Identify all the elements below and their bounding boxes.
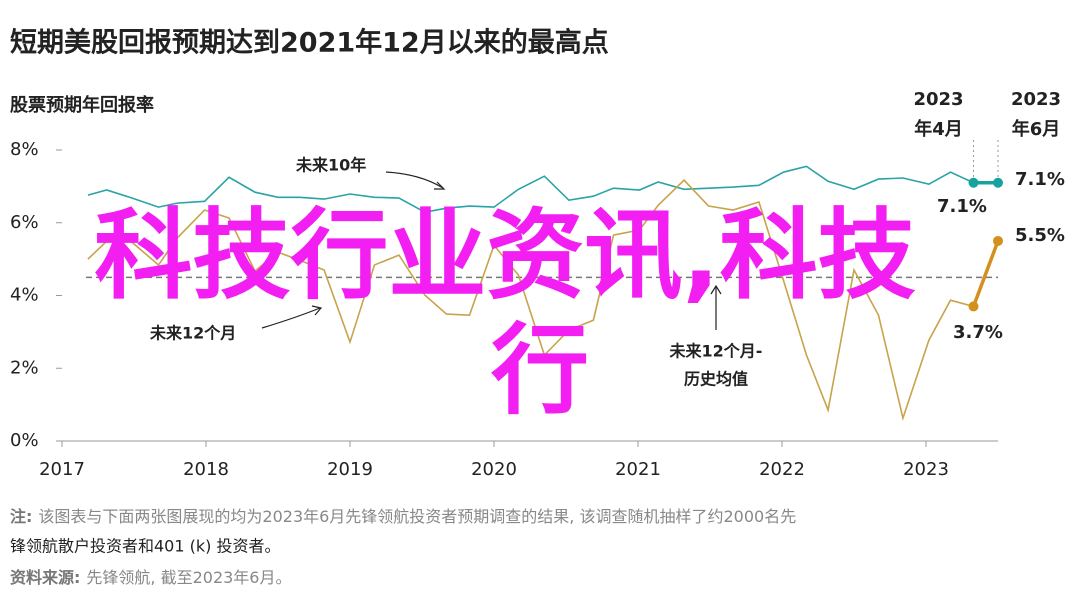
- reference-label: 历史均值: [684, 370, 748, 389]
- source-label: 资料来源:: [10, 568, 80, 587]
- end-label: 7.1%: [937, 196, 987, 217]
- note-label: 注:: [10, 507, 32, 526]
- date-marker-label: 年4月: [914, 118, 963, 140]
- notes: 注: 该图表与下面两张图展现的均为2023年6月先锋领航投资者预期调查的结果, 该…: [10, 507, 796, 587]
- x-tick-label: 2022: [759, 459, 805, 480]
- annotation-arrows: [261, 171, 722, 330]
- watermark-text: 科技行业资讯,科技: [94, 199, 915, 313]
- end-label: 3.7%: [953, 322, 1003, 343]
- chart-subtitle: 股票预期年回报率: [9, 94, 154, 116]
- note: 注: 该图表与下面两张图展现的均为2023年6月先锋领航投资者预期调查的结果, 该…: [10, 507, 796, 526]
- x-tick-label: 2018: [183, 459, 229, 480]
- arrow-head: [311, 305, 323, 316]
- watermark-text: 行: [491, 314, 589, 428]
- x-tick-label: 2019: [327, 459, 373, 480]
- point: [968, 177, 979, 188]
- arrow: [261, 307, 321, 329]
- reference-label: 未来12个月-: [669, 342, 763, 361]
- x-tick-label: 2017: [39, 459, 85, 480]
- highlight-segment: [971, 240, 1000, 308]
- series-line: [87, 165, 998, 214]
- note-text: 锋领航散户投资者和401 (k) 投资者。: [10, 537, 280, 556]
- point: [993, 177, 1003, 188]
- watermark: 科技行业资讯,科技行: [94, 199, 915, 428]
- note-text: 该图表与下面两张图展现的均为2023年6月先锋领航投资者预期调查的结果, 该调查…: [38, 507, 796, 526]
- arrow-head: [434, 181, 446, 190]
- y-tick-label: 2%: [10, 357, 39, 378]
- date-marker-label: 2023: [913, 89, 963, 110]
- series-label: 未来12个月: [149, 324, 236, 343]
- y-tick-label: 8%: [10, 139, 39, 160]
- y-tick-label: 4%: [10, 285, 39, 306]
- y-tick-label: 6%: [10, 212, 39, 233]
- x-tick-label: 2023: [903, 459, 949, 480]
- x-tick-label: 2021: [615, 459, 661, 480]
- date-marker-label: 年6月: [1012, 118, 1061, 140]
- x-tick-label: 2020: [471, 459, 517, 480]
- point: [993, 235, 1003, 246]
- date-marker-label: 2023: [1011, 89, 1061, 110]
- source-text: 先锋领航, 截至2023年6月。: [86, 568, 291, 587]
- end-label: 5.5%: [1015, 225, 1065, 246]
- series-label: 未来10年: [295, 156, 366, 175]
- arrow: [385, 171, 444, 189]
- series-line: [87, 179, 999, 422]
- arrow-head: [710, 284, 722, 295]
- source: 资料来源: 先锋领航, 截至2023年6月。: [10, 568, 291, 587]
- plot-area: 0% 2% 4% 6% 8% 2017 2018 2019 2020 2021 2022 2023 20…: [10, 89, 1065, 480]
- y-tick-label: 0%: [10, 430, 39, 451]
- point: [968, 301, 979, 312]
- chart-title: 短期美股回报预期达到2021年12月以来的最高点: [10, 27, 609, 59]
- end-label: 7.1%: [1015, 169, 1065, 190]
